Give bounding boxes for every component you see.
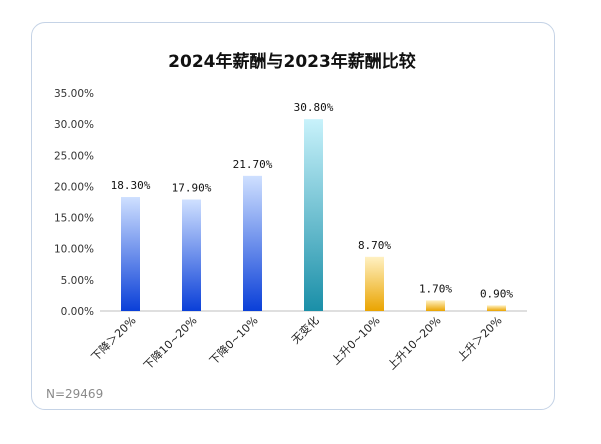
bars xyxy=(121,119,506,311)
sample-size-note: N=29469 xyxy=(46,387,103,401)
bar xyxy=(243,175,262,311)
y-tick-label: 30.00% xyxy=(54,119,94,131)
y-tick-label: 0.00% xyxy=(61,306,94,318)
value-label: 18.30% xyxy=(111,179,151,192)
bar xyxy=(121,197,140,311)
bar xyxy=(365,256,384,311)
chart-title: 2024年薪酬与2023年薪酬比较 xyxy=(168,51,416,72)
y-axis: 0.00% 5.00% 10.00% 15.00% 20.00% 25.00% 30.00%… xyxy=(54,88,94,318)
x-tick-label: 上升＞20% xyxy=(455,314,505,364)
bar xyxy=(304,119,323,311)
x-axis: 下降＞20% 下降10~20% 下降0~10% 无变化 上升0~10% 上升10~20% 上… xyxy=(88,313,505,372)
bar xyxy=(182,199,201,311)
x-tick-label: 下降10~20% xyxy=(140,313,199,372)
chart-card xyxy=(31,22,555,410)
value-label: 21.70% xyxy=(233,158,273,171)
x-tick-label: 上升0~10% xyxy=(329,314,383,368)
y-tick-label: 10.00% xyxy=(54,244,94,256)
y-tick-label: 20.00% xyxy=(54,181,94,193)
x-tick-label: 下降＞20% xyxy=(88,313,139,364)
x-tick-label: 下降0~10% xyxy=(206,313,260,367)
bar xyxy=(487,305,506,311)
value-label: 30.80% xyxy=(294,101,334,114)
x-tick-label: 无变化 xyxy=(288,313,321,346)
y-tick-label: 5.00% xyxy=(61,275,94,287)
x-tick-label: 上升10~20% xyxy=(385,314,443,372)
y-tick-label: 35.00% xyxy=(54,88,94,100)
value-labels: 18.30% 17.90% 21.70% 30.80% 8.70% 1.70% 0.90% xyxy=(111,101,514,300)
value-label: 8.70% xyxy=(358,239,391,252)
value-label: 17.90% xyxy=(172,182,212,195)
y-tick-label: 25.00% xyxy=(54,150,94,162)
y-tick-label: 15.00% xyxy=(54,213,94,225)
value-label: 1.70% xyxy=(419,282,452,295)
value-label: 0.90% xyxy=(480,287,513,300)
bar xyxy=(426,300,445,311)
